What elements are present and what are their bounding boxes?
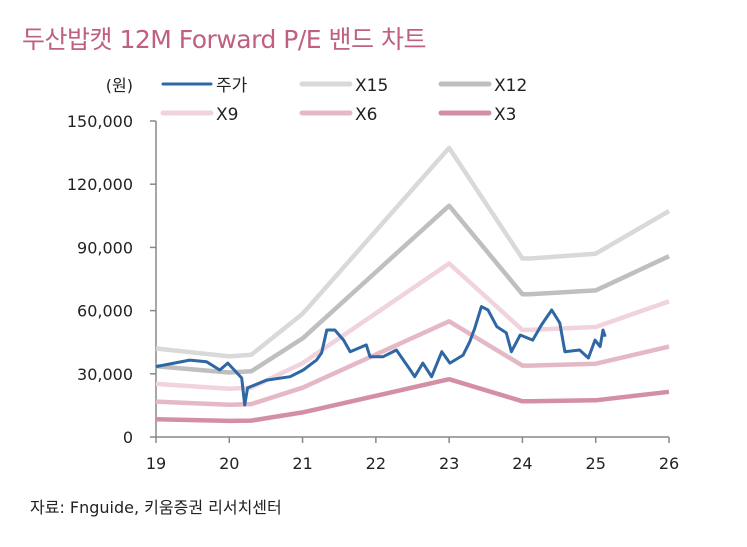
x-tick-label: 23 xyxy=(439,454,459,473)
x-tick-label: 24 xyxy=(512,454,532,473)
legend-label-X6: X6 xyxy=(355,105,377,125)
legend-label-X3: X3 xyxy=(494,105,516,125)
y-tick-label: 0 xyxy=(123,428,133,447)
chart-title: 두산밥캣 12M Forward P/E 밴드 차트 xyxy=(22,25,426,54)
source-note: 자료: Fnguide, 키움증권 리서치센터 xyxy=(30,498,282,517)
legend: 주가 X15 X12 X9 X6 X3 xyxy=(160,76,527,125)
series-line-X6 xyxy=(155,319,670,408)
y-axis-unit: (원) xyxy=(106,76,133,95)
series-lines xyxy=(155,145,671,424)
series-line-주가 xyxy=(155,305,607,407)
series-line-X9 xyxy=(155,261,670,391)
series-line-X3 xyxy=(155,376,670,424)
y-tick-label: 150,000 xyxy=(67,112,133,131)
legend-label-X12: X12 xyxy=(494,76,527,96)
series-line-X15 xyxy=(155,145,671,359)
legend-label-X15: X15 xyxy=(355,76,388,96)
x-tick-label: 19 xyxy=(146,454,166,473)
y-tick-label: 60,000 xyxy=(77,302,133,321)
x-tick-label: 20 xyxy=(219,454,239,473)
x-tick-label: 22 xyxy=(366,454,386,473)
legend-label-주가: 주가 xyxy=(216,76,248,96)
legend-label-X9: X9 xyxy=(216,105,238,125)
x-tick-label: 25 xyxy=(586,454,606,473)
y-tick-label: 120,000 xyxy=(67,175,133,194)
y-tick-label: 30,000 xyxy=(77,365,133,384)
x-tick-label: 26 xyxy=(659,454,679,473)
y-tick-label: 90,000 xyxy=(77,238,133,257)
x-tick-label: 21 xyxy=(292,454,312,473)
axes: 0 30,000 60,000 90,000 120,000 150,000 19 20 21 2… xyxy=(67,112,679,473)
